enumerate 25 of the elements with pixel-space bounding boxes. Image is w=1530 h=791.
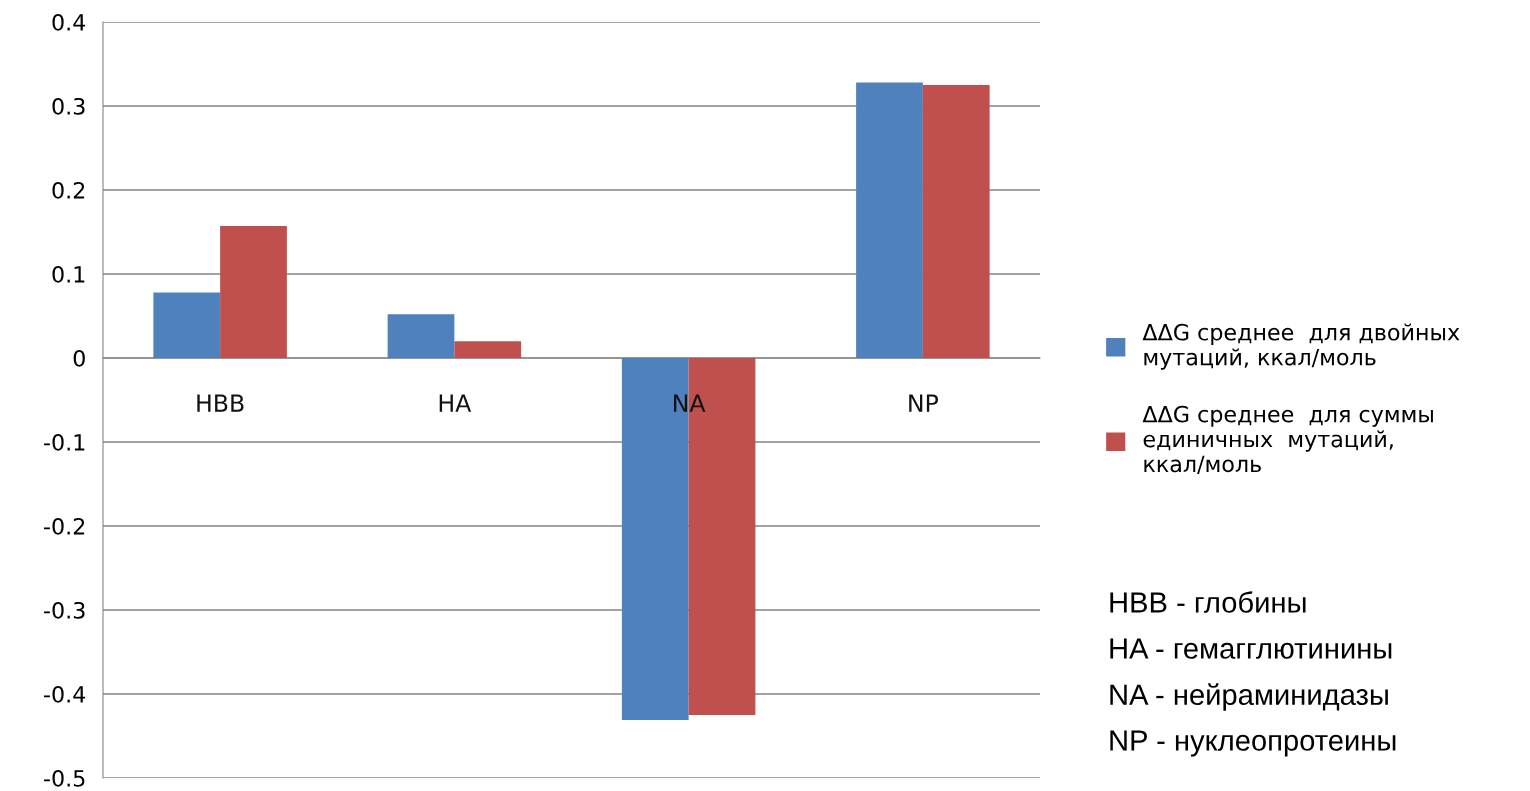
- y-tick-label: 0.3: [52, 97, 85, 115]
- y-tick-label: -0.2: [44, 517, 85, 535]
- y-tick-label: -0.3: [44, 601, 85, 619]
- y-tick-label: -0.1: [44, 433, 85, 451]
- x-tick-label: HBB: [197, 394, 244, 412]
- y-tick-label: -0.4: [44, 685, 86, 703]
- y-tick-label: 0: [73, 349, 85, 367]
- x-tick-label: HA: [439, 394, 472, 412]
- y-tick-label: 0.4: [52, 13, 86, 31]
- bar: [153, 292, 221, 358]
- bar: [387, 314, 455, 358]
- text: HA - гемагглютинины: [1110, 638, 1392, 659]
- text: NA - нейраминидазы: [1110, 683, 1388, 711]
- text: NP - нуклеопротеины: [1110, 730, 1396, 757]
- x-tick-label: NP: [909, 394, 939, 412]
- bar: [922, 85, 990, 358]
- bar: [454, 341, 522, 358]
- legend-label: ΔΔG среднее для двойных мутаций, ккал/моль: [1142, 323, 1460, 370]
- bar: [856, 82, 923, 358]
- y-tick-label: -0.5: [44, 769, 85, 787]
- text: HBB - глобины: [1110, 591, 1306, 613]
- bar: [220, 226, 287, 358]
- legend-label: ΔΔG среднее для суммы единичных мутаций, ккал/моль: [1142, 405, 1433, 475]
- y-tick-label: 0.1: [52, 265, 85, 283]
- y-tick-label: 0.2: [52, 181, 85, 199]
